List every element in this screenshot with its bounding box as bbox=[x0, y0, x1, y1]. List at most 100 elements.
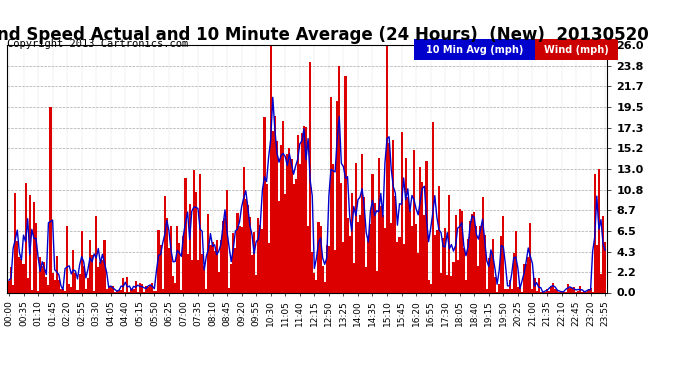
Bar bbox=[274, 116, 276, 292]
Bar bbox=[338, 66, 340, 292]
Bar bbox=[604, 242, 606, 292]
Bar bbox=[93, 291, 95, 292]
Bar bbox=[226, 190, 228, 292]
Bar bbox=[373, 203, 375, 292]
Bar bbox=[33, 202, 35, 292]
Bar bbox=[132, 289, 135, 292]
Bar bbox=[434, 236, 436, 292]
Bar bbox=[290, 159, 293, 292]
Bar bbox=[475, 226, 477, 292]
Bar bbox=[239, 226, 241, 292]
Bar bbox=[68, 284, 70, 292]
Bar bbox=[359, 215, 361, 292]
Bar bbox=[371, 174, 373, 292]
Bar bbox=[228, 288, 230, 292]
Bar bbox=[29, 195, 31, 292]
Bar bbox=[233, 233, 235, 292]
Bar bbox=[307, 226, 309, 292]
Bar bbox=[182, 236, 184, 292]
Bar bbox=[365, 267, 367, 292]
Bar bbox=[99, 262, 101, 292]
Bar bbox=[367, 236, 369, 292]
Bar bbox=[326, 246, 328, 292]
Bar bbox=[37, 291, 39, 292]
Bar bbox=[463, 248, 465, 292]
Bar bbox=[184, 178, 186, 292]
Bar bbox=[255, 274, 257, 292]
Bar bbox=[81, 231, 83, 292]
Bar bbox=[400, 132, 402, 292]
Bar bbox=[406, 197, 409, 292]
Bar bbox=[471, 214, 473, 292]
Bar bbox=[110, 286, 112, 292]
Bar bbox=[587, 290, 589, 292]
Bar bbox=[8, 281, 10, 292]
Bar bbox=[598, 169, 600, 292]
Bar bbox=[402, 244, 404, 292]
Bar bbox=[130, 289, 132, 292]
Bar bbox=[147, 287, 149, 292]
Bar bbox=[222, 221, 224, 292]
Bar bbox=[351, 194, 353, 292]
Bar bbox=[87, 279, 89, 292]
Bar bbox=[188, 204, 190, 292]
Bar bbox=[241, 227, 243, 292]
Bar bbox=[251, 255, 253, 292]
Bar bbox=[151, 283, 153, 292]
Text: Copyright 2013 Cartronics.com: Copyright 2013 Cartronics.com bbox=[7, 39, 188, 50]
Bar bbox=[224, 218, 226, 292]
Bar bbox=[199, 174, 201, 292]
Bar bbox=[446, 275, 448, 292]
Bar bbox=[270, 45, 272, 292]
Bar bbox=[583, 291, 585, 292]
Bar bbox=[546, 289, 548, 292]
Bar bbox=[118, 290, 120, 292]
Bar bbox=[529, 223, 531, 292]
Bar bbox=[23, 264, 25, 292]
Bar bbox=[230, 264, 233, 292]
Bar bbox=[235, 248, 237, 292]
Bar bbox=[432, 122, 434, 292]
Bar bbox=[515, 231, 517, 292]
Bar bbox=[35, 223, 37, 292]
Bar bbox=[180, 290, 182, 292]
Bar bbox=[282, 121, 284, 292]
Bar bbox=[315, 280, 317, 292]
Bar bbox=[210, 245, 212, 292]
Bar bbox=[334, 250, 336, 292]
Bar bbox=[538, 278, 540, 292]
Bar bbox=[550, 285, 552, 292]
Bar bbox=[488, 258, 490, 292]
Bar bbox=[363, 196, 365, 292]
Bar bbox=[573, 287, 575, 292]
Bar bbox=[54, 280, 56, 292]
Bar bbox=[25, 183, 27, 292]
Bar bbox=[141, 284, 143, 292]
Text: Wind (mph): Wind (mph) bbox=[544, 45, 609, 55]
Bar bbox=[409, 211, 411, 292]
Bar bbox=[58, 280, 60, 292]
Bar bbox=[157, 230, 159, 292]
Bar bbox=[62, 289, 64, 292]
Bar bbox=[253, 232, 255, 292]
Bar bbox=[569, 288, 571, 292]
Bar bbox=[101, 260, 104, 292]
Bar bbox=[41, 266, 43, 292]
Bar bbox=[411, 225, 413, 292]
Bar bbox=[457, 260, 459, 292]
Bar bbox=[193, 170, 195, 292]
Bar bbox=[322, 266, 324, 292]
Bar bbox=[83, 266, 85, 292]
Bar bbox=[415, 224, 417, 292]
Bar bbox=[170, 226, 172, 292]
Bar bbox=[484, 235, 486, 292]
Bar bbox=[197, 260, 199, 292]
Bar bbox=[355, 163, 357, 292]
Bar bbox=[392, 140, 394, 292]
Bar bbox=[168, 248, 170, 292]
Bar bbox=[106, 289, 108, 292]
Bar bbox=[511, 289, 513, 292]
Bar bbox=[272, 130, 274, 292]
Bar bbox=[602, 216, 604, 292]
Bar bbox=[313, 273, 315, 292]
